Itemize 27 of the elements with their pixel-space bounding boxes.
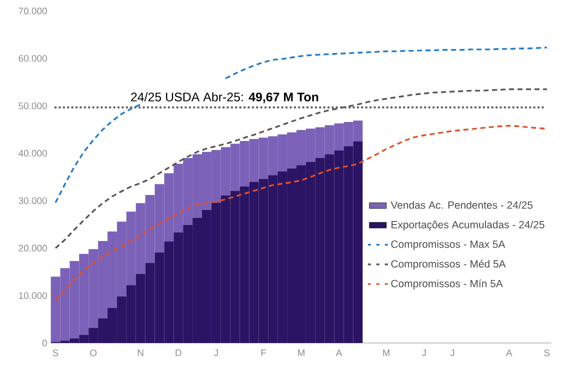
- y-tick-label: 0: [42, 340, 47, 346]
- y-tick-label: 20.000: [18, 244, 47, 252]
- legend-label: Compromissos - Max 5A: [391, 240, 506, 250]
- x-tick-label: N: [138, 350, 144, 356]
- x-tick-label: J: [450, 350, 454, 356]
- x-tick-label: F: [261, 350, 266, 356]
- y-tick-label: 70.000: [18, 8, 47, 14]
- y-tick-label: 30.000: [18, 197, 47, 204]
- y-tick-label: 40.000: [18, 150, 47, 157]
- x-tick-label: A: [336, 350, 342, 356]
- y-tick-label: 10.000: [19, 292, 47, 299]
- x-tick-label: J: [214, 350, 218, 356]
- legend-label: Vendas Ac. Pendentes - 24/25: [390, 201, 533, 209]
- x-tick-label: D: [176, 350, 182, 356]
- legend-label: Exportações Acumuladas - 24/25: [392, 220, 544, 230]
- x-tick-label: O: [90, 350, 97, 356]
- x-tick-label: J: [422, 350, 426, 356]
- y-tick-label: 60.000: [18, 55, 47, 62]
- legend-label: Compromissos - Méd 5A: [391, 260, 506, 270]
- x-tick-label: S: [544, 350, 550, 356]
- x-tick-label: M: [383, 350, 390, 356]
- legend-label: Compromissos - Mín 5A: [391, 279, 503, 290]
- ref-line-label: 24/25 USDA Abr-25: 49,67 M Ton: [131, 92, 318, 104]
- y-tick-label: 50.000: [18, 102, 47, 110]
- x-tick-label: M: [298, 350, 304, 356]
- x-tick-label: A: [506, 350, 512, 356]
- x-tick-label: S: [52, 350, 58, 356]
